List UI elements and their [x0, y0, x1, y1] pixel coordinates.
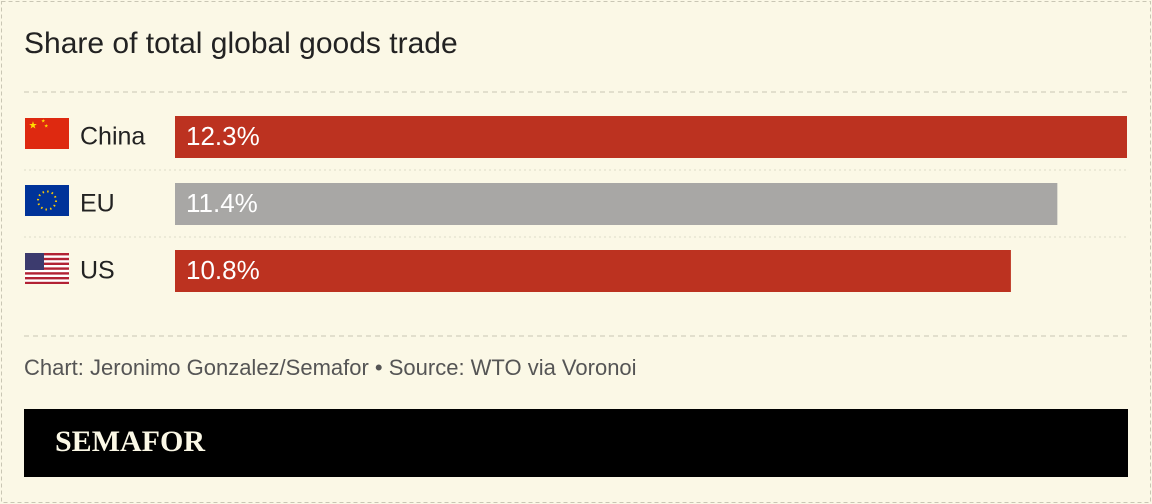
brand: SEMAFOR: [55, 425, 205, 458]
flag-eu: [25, 185, 69, 216]
category-label: EU: [80, 190, 115, 218]
svg-text:★: ★: [29, 121, 38, 132]
caption: Chart: Jeronimo Gonzalez/Semafor • Sourc…: [24, 355, 637, 380]
bar: [175, 183, 1058, 225]
brand-bar: [24, 409, 1128, 477]
bar: [175, 116, 1127, 158]
svg-text:★: ★: [41, 118, 46, 124]
bar: [175, 250, 1011, 292]
chart-title: Share of total global goods trade: [24, 27, 458, 60]
value-label: 12.3%: [186, 121, 260, 151]
svg-text:★: ★: [44, 123, 49, 129]
value-label: 10.8%: [186, 255, 260, 285]
category-label: China: [80, 123, 145, 151]
category-label: US: [80, 257, 115, 285]
flag-us: [25, 253, 69, 284]
value-label: 11.4%: [186, 188, 258, 218]
flag-china: ★ ★ ★: [25, 118, 69, 149]
